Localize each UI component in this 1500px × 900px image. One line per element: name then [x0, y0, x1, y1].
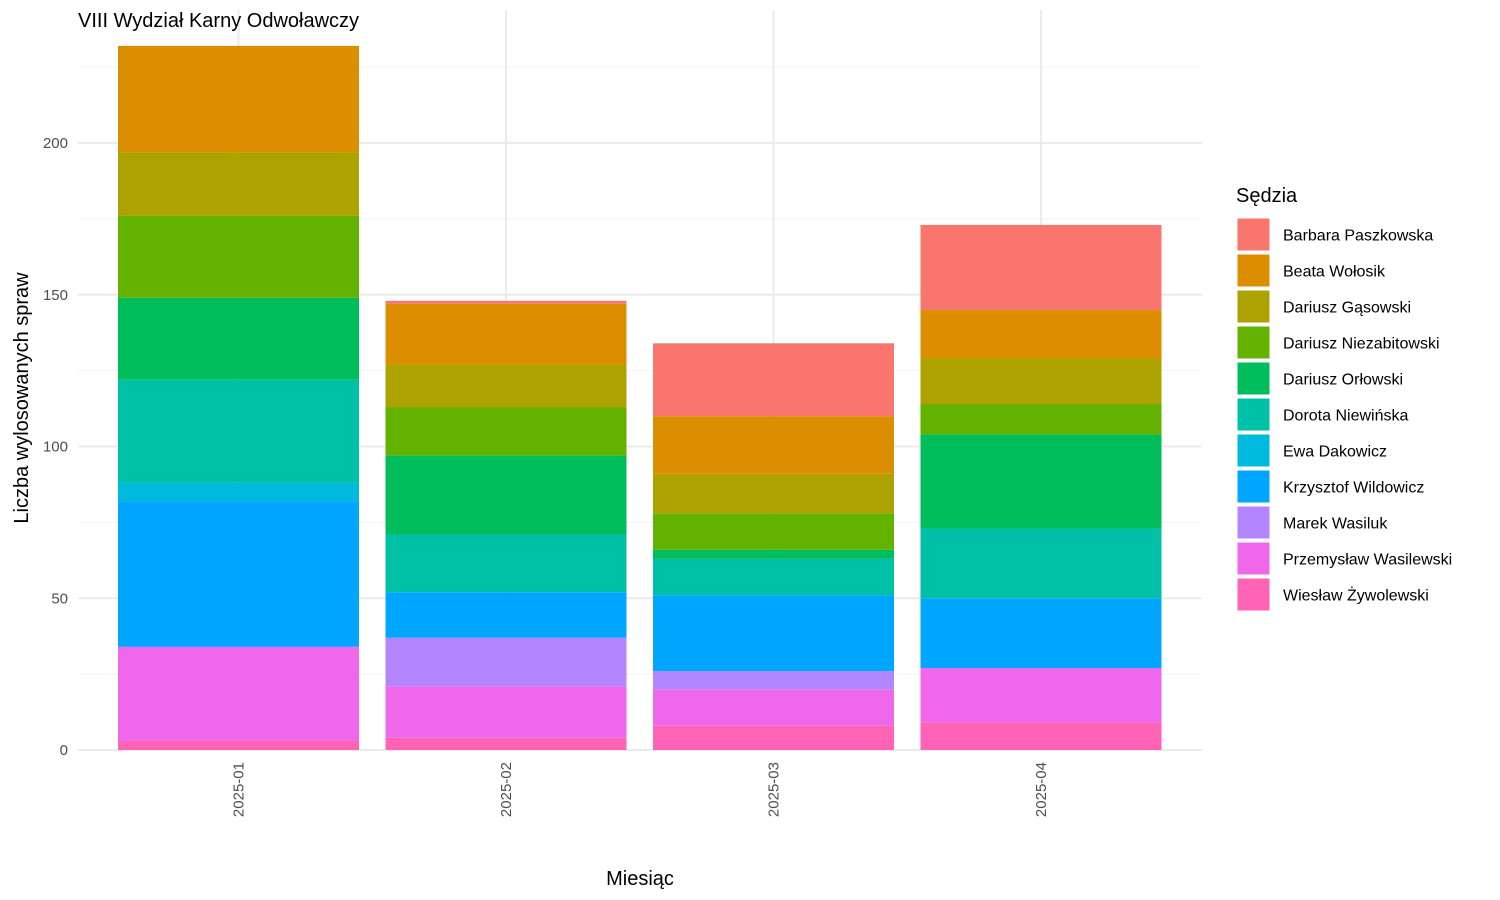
- legend-key: [1236, 541, 1271, 576]
- bar-segment: Dariusz Orłowski — 2025-01: 27: [118, 297, 359, 380]
- legend-label: Dariusz Gąsowski: [1283, 300, 1411, 317]
- bar-segment: Przemysław Wasilewski — 2025-04: 18: [920, 668, 1162, 723]
- bar-segment: Przemysław Wasilewski — 2025-01: 31: [118, 646, 359, 741]
- legend: Sędzia Barbara Paszkowska Beata Wołosik Da…: [1236, 185, 1452, 612]
- legend-label: Wiesław Żywolewski: [1283, 586, 1429, 605]
- bar-segment: Krzysztof Wildowicz — 2025-02: 15: [385, 592, 627, 638]
- x-axis-ticks: 2025-01 2025-02 2025-03 2025-04: [231, 762, 1051, 817]
- legend-key: [1236, 253, 1271, 288]
- bar-segment: Dariusz Gąsowski — 2025-01: 21: [118, 152, 359, 216]
- legend-title: Sędzia: [1236, 185, 1298, 207]
- bar-segment: Dariusz Niezabitowski — 2025-01: 27: [118, 215, 359, 298]
- bar-segment: Dariusz Gąsowski — 2025-03: 13: [653, 473, 894, 514]
- bar-segment: Dorota Niewińska — 2025-02: 19: [385, 534, 627, 593]
- bar-segment: Przemysław Wasilewski — 2025-02: 17: [385, 686, 627, 738]
- bar-segment: Barbara Paszkowska — 2025-02: 1: [385, 300, 627, 304]
- bar-segment: Dariusz Gąsowski — 2025-04: 15: [920, 358, 1162, 405]
- x-tick-label: 2025-03: [766, 762, 783, 817]
- legend-key: [1236, 469, 1271, 504]
- bar-segment: Krzysztof Wildowicz — 2025-01: 48: [118, 501, 359, 647]
- legend-key: [1236, 361, 1271, 396]
- legend-label: Barbara Paszkowska: [1283, 228, 1433, 245]
- bar-segment: Krzysztof Wildowicz — 2025-03: 25: [653, 595, 894, 672]
- bar-segment: Dariusz Orłowski — 2025-04: 31: [920, 434, 1162, 529]
- bar-segment: Beata Wołosik — 2025-02: 20: [385, 303, 627, 365]
- y-axis-ticks: 0 50 100 150 200: [43, 135, 68, 759]
- bar-segment: Wiesław Żywolewski — 2025-03: 8: [653, 725, 894, 750]
- y-axis-title: Liczba wylosowanych spraw: [11, 272, 33, 524]
- bar-segment: Ewa Dakowicz — 2025-01: 6: [118, 482, 359, 502]
- legend-key: [1236, 325, 1271, 360]
- y-tick-label: 200: [43, 135, 68, 152]
- bar-segment: Przemysław Wasilewski — 2025-03: 12: [653, 689, 894, 726]
- legend-label: Dorota Niewińska: [1283, 408, 1408, 425]
- bar-segment: Marek Wasiluk — 2025-02: 16: [385, 637, 627, 687]
- legend-label: Krzysztof Wildowicz: [1283, 480, 1424, 497]
- legend-label: Ewa Dakowicz: [1283, 444, 1387, 461]
- x-tick-label: 2025-02: [498, 762, 515, 817]
- bar-segment: Wiesław Żywolewski — 2025-01: 3: [118, 740, 359, 750]
- bar-segment: Dariusz Niezabitowski — 2025-02: 16: [385, 407, 627, 456]
- bar-segment: Dorota Niewińska — 2025-03: 12: [653, 558, 894, 596]
- legend-label: Beata Wołosik: [1283, 264, 1386, 281]
- bar-segment: Barbara Paszkowska — 2025-04: 28: [920, 224, 1162, 310]
- chart-title: VIII Wydział Karny Odwoławczy: [78, 10, 359, 32]
- legend-label: Marek Wasiluk: [1283, 516, 1388, 533]
- bar-segment: Dorota Niewińska — 2025-04: 23: [920, 528, 1162, 599]
- legend-label: Dariusz Niezabitowski: [1283, 336, 1440, 353]
- bars-layer: Wiesław Żywolewski — 2025-01: 3Przemysła…: [118, 45, 1162, 750]
- y-tick-label: 150: [43, 287, 68, 304]
- bar-segment: Marek Wasiluk — 2025-03: 6: [653, 671, 894, 690]
- y-tick-label: 50: [51, 590, 68, 607]
- legend-label: Dariusz Orłowski: [1283, 372, 1403, 389]
- legend-key: [1236, 217, 1271, 252]
- x-axis-title: Miesiąc: [606, 868, 674, 890]
- legend-items: Barbara Paszkowska Beata Wołosik Dariusz G…: [1236, 217, 1452, 612]
- bar-segment: Wiesław Żywolewski — 2025-04: 9: [920, 722, 1162, 750]
- bar-segment: Beata Wołosik — 2025-04: 16: [920, 309, 1162, 359]
- legend-label: Przemysław Wasilewski: [1283, 552, 1452, 569]
- bar-segment: Krzysztof Wildowicz — 2025-04: 23: [920, 598, 1162, 669]
- bar-segment: Dorota Niewińska — 2025-01: 34: [118, 379, 359, 483]
- legend-key: [1236, 577, 1271, 612]
- legend-key: [1236, 433, 1271, 468]
- bar-segment: Wiesław Żywolewski — 2025-02: 4: [385, 737, 627, 750]
- legend-key: [1236, 397, 1271, 432]
- bar-segment: Dariusz Niezabitowski — 2025-03: 12: [653, 513, 894, 550]
- bar-segment: Dariusz Orłowski — 2025-03: 3: [653, 549, 894, 559]
- bar-segment: Dariusz Orłowski — 2025-02: 26: [385, 455, 627, 535]
- bar-segment: Barbara Paszkowska — 2025-03: 24: [653, 343, 894, 417]
- x-tick-label: 2025-04: [1033, 762, 1050, 817]
- y-tick-label: 0: [60, 742, 68, 759]
- bar-segment: Beata Wołosik — 2025-03: 19: [653, 416, 894, 474]
- legend-key: [1236, 289, 1271, 324]
- legend-key: [1236, 505, 1271, 540]
- bar-segment: Dariusz Niezabitowski — 2025-04: 10: [920, 404, 1162, 435]
- bar-segment: Beata Wołosik — 2025-01: 35: [118, 45, 359, 153]
- x-tick-label: 2025-01: [231, 762, 248, 817]
- y-tick-label: 100: [43, 439, 68, 456]
- bar-segment: Dariusz Gąsowski — 2025-02: 14: [385, 364, 627, 408]
